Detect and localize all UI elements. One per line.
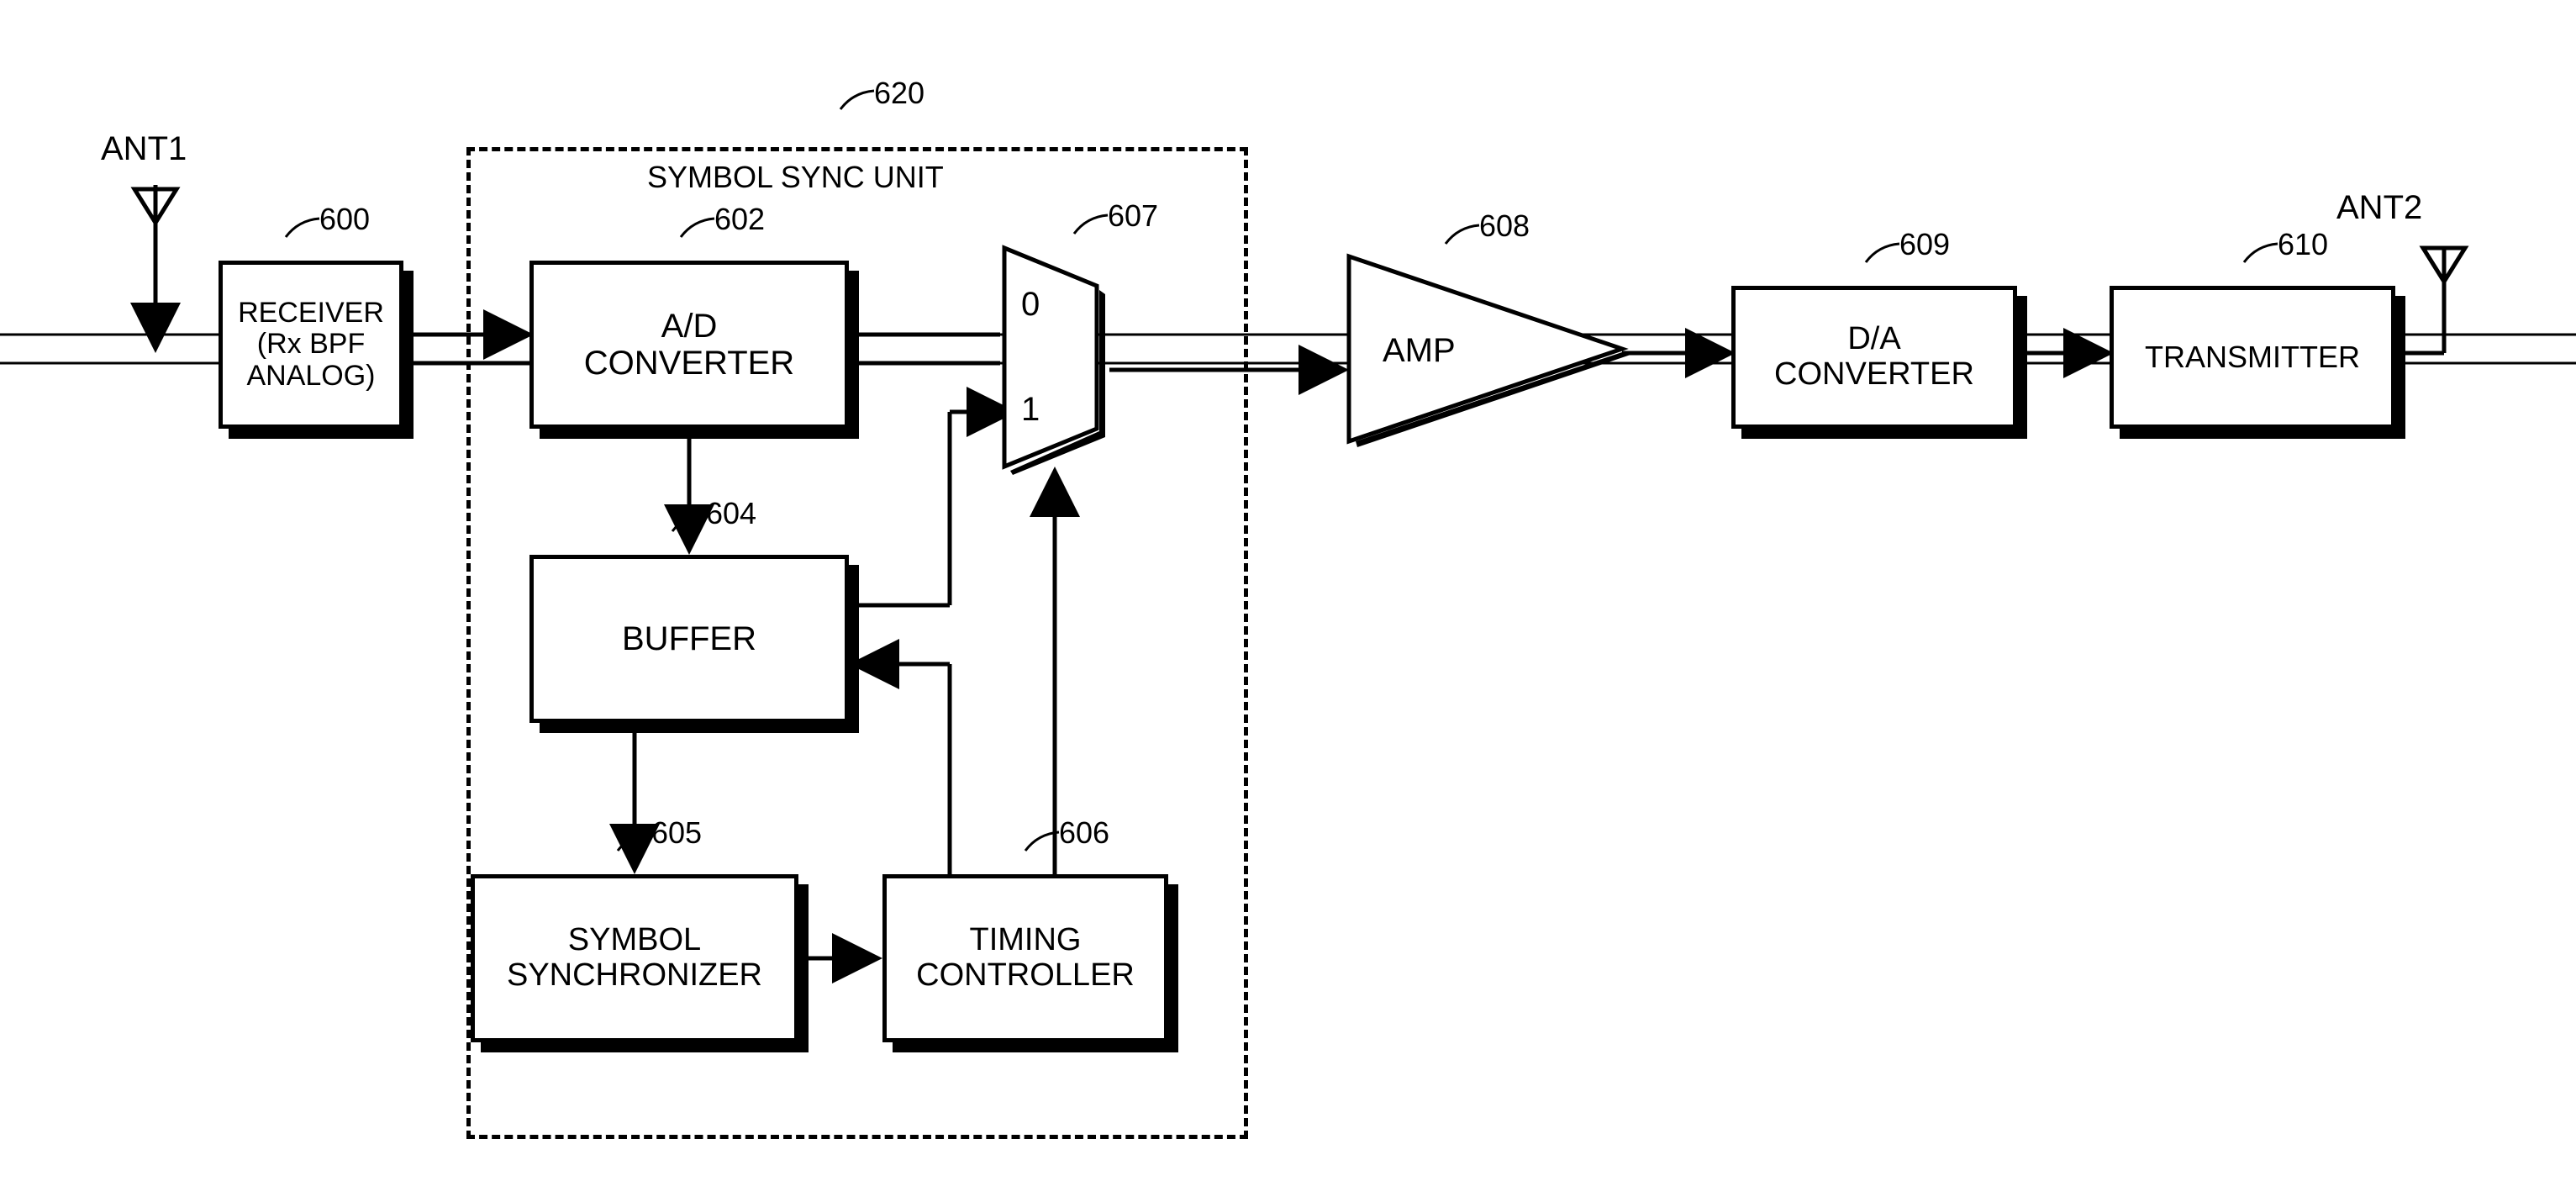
ref-602: 602 bbox=[714, 202, 765, 237]
da-converter-block: D/A CONVERTER bbox=[1731, 286, 2017, 429]
timing-line1: TIMING bbox=[970, 923, 1082, 958]
da-line1: D/A bbox=[1847, 322, 1900, 357]
ref-610: 610 bbox=[2278, 227, 2328, 262]
ad-line1: A/D bbox=[661, 308, 718, 345]
amp-label: AMP bbox=[1383, 332, 1456, 370]
ad-converter-block: A/D CONVERTER bbox=[529, 261, 849, 429]
ad-line2: CONVERTER bbox=[584, 345, 794, 382]
transmitter-block: TRANSMITTER bbox=[2110, 286, 2395, 429]
mux-block bbox=[1000, 244, 1118, 479]
receiver-line3: ANALOG) bbox=[246, 361, 375, 392]
sync-line1: SYMBOL bbox=[568, 923, 701, 958]
ant2-label: ANT2 bbox=[2336, 189, 2422, 227]
symbol-synchronizer-block: SYMBOL SYNCHRONIZER bbox=[471, 874, 798, 1042]
tx-line1: TRANSMITTER bbox=[2145, 340, 2360, 374]
ref-600: 600 bbox=[319, 202, 370, 237]
da-line2: CONVERTER bbox=[1774, 357, 1974, 393]
timing-controller-block: TIMING CONTROLLER bbox=[882, 874, 1168, 1042]
ref-604: 604 bbox=[706, 496, 756, 531]
mux-1-label: 1 bbox=[1021, 391, 1040, 429]
wires bbox=[0, 0, 2576, 1197]
sync-line2: SYNCHRONIZER bbox=[507, 958, 762, 994]
ref-605: 605 bbox=[651, 815, 702, 851]
receiver-line2: (Rx BPF bbox=[257, 329, 365, 360]
ref-607: 607 bbox=[1108, 198, 1158, 234]
timing-line2: CONTROLLER bbox=[916, 958, 1135, 994]
ref-609: 609 bbox=[1899, 227, 1950, 262]
ref-620: 620 bbox=[874, 76, 925, 111]
symbol-sync-unit-title: SYMBOL SYNC UNIT bbox=[647, 160, 944, 195]
ant1-label: ANT1 bbox=[101, 130, 187, 168]
diagram-canvas: ANT1 ANT2 SYMBOL SYNC UNIT 620 RECEIVER … bbox=[0, 0, 2576, 1197]
buffer-block: BUFFER bbox=[529, 555, 849, 723]
mux-0-label: 0 bbox=[1021, 286, 1040, 324]
receiver-block: RECEIVER (Rx BPF ANALOG) bbox=[219, 261, 403, 429]
buffer-line1: BUFFER bbox=[622, 620, 756, 657]
ref-606: 606 bbox=[1059, 815, 1109, 851]
receiver-line1: RECEIVER bbox=[238, 298, 384, 329]
ref-608: 608 bbox=[1479, 208, 1530, 244]
